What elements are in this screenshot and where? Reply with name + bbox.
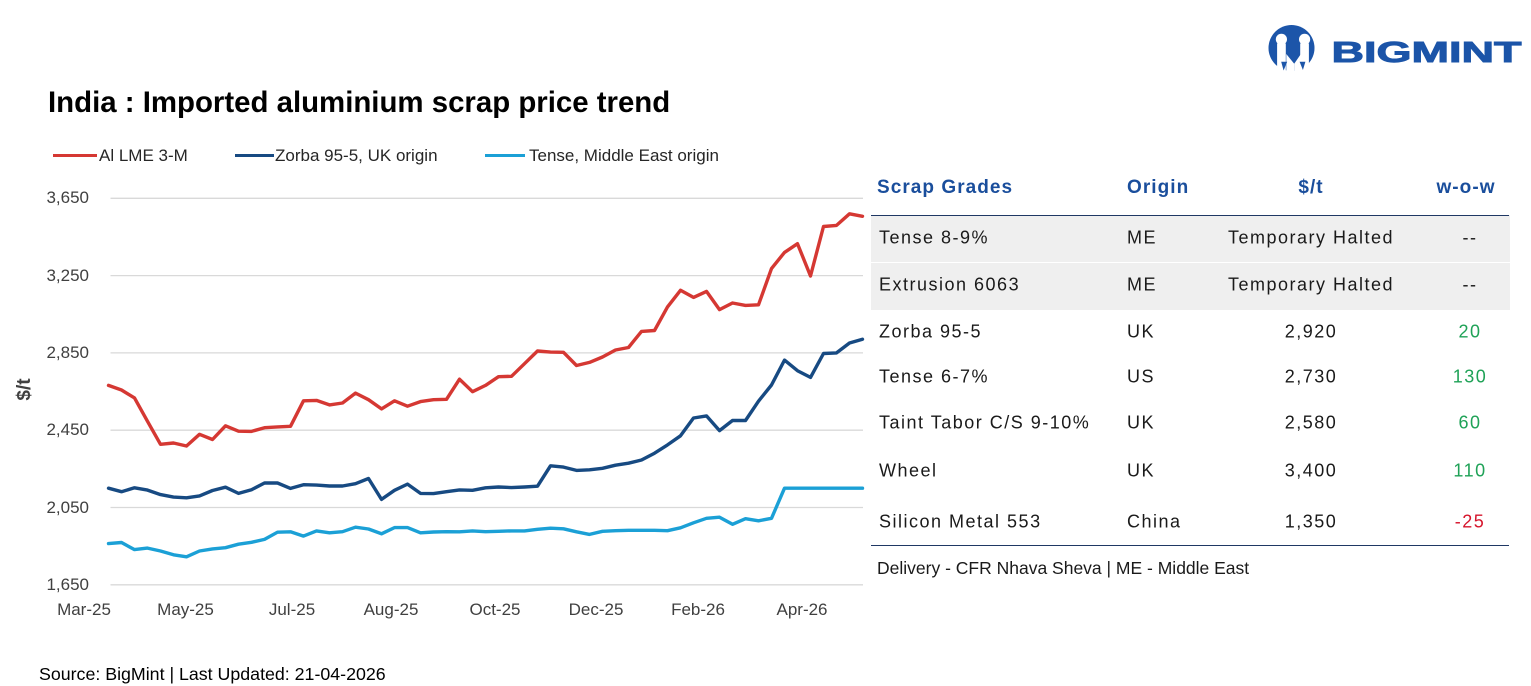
svg-text:BIGMINT: BIGMINT: [1332, 37, 1523, 69]
